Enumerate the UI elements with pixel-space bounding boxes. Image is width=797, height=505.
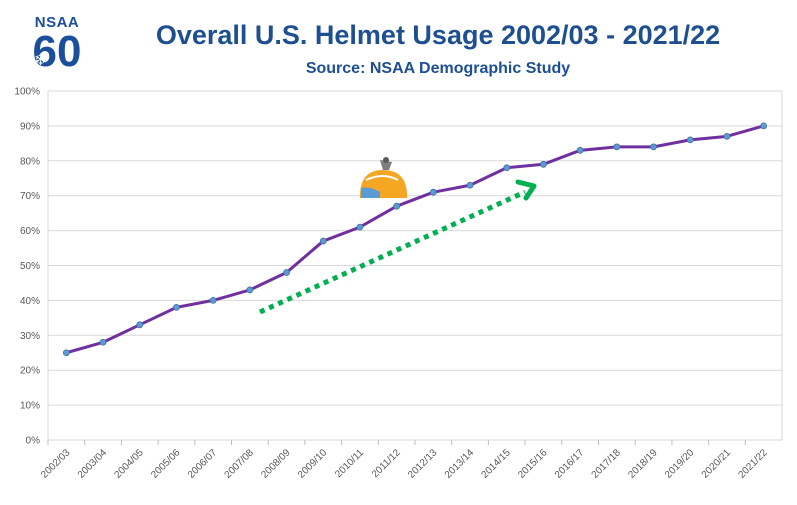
x-tick-label: 2011/12 — [370, 447, 403, 480]
data-point — [246, 286, 254, 294]
x-axis-ticks: 2002/03 2003/04 2004/05 2005/06 2006/07 2007/… — [39, 440, 770, 481]
y-tick-label: 90% — [20, 121, 40, 132]
series-line — [65, 124, 765, 355]
logo-number: 60 — [32, 27, 82, 76]
data-point — [319, 237, 327, 245]
data-point — [760, 122, 768, 130]
series-group — [62, 122, 768, 357]
data-point — [466, 181, 474, 189]
x-tick-label: 2009/10 — [296, 447, 330, 481]
data-point — [209, 296, 217, 304]
data-point — [686, 136, 694, 144]
x-tick-label: 2004/05 — [113, 447, 147, 481]
chart-title: Overall U.S. Helmet Usage 2002/03 - 2021… — [155, 20, 721, 50]
snowflake-icon: ❄ — [34, 52, 48, 69]
x-tick-label: 2017/18 — [590, 447, 624, 481]
x-tick-label: 2015/16 — [516, 447, 550, 481]
data-point — [723, 132, 731, 140]
x-tick-label: 2005/06 — [149, 447, 183, 481]
data-point — [429, 188, 437, 196]
x-tick-label: 2020/21 — [700, 447, 734, 481]
data-point — [99, 338, 107, 346]
data-point — [136, 321, 144, 329]
x-tick-label: 2002/03 — [39, 447, 73, 481]
y-tick-label: 80% — [20, 156, 40, 167]
y-tick-label: 40% — [20, 296, 40, 307]
x-tick-label: 2012/13 — [406, 447, 440, 481]
data-point — [540, 160, 547, 168]
x-tick-label: 2014/15 — [480, 447, 514, 481]
trend-arrow-shaft — [258, 189, 527, 315]
helmet-icon — [360, 157, 407, 198]
logo-text: NSAA — [34, 14, 80, 31]
helmet-stripe — [365, 175, 399, 181]
x-tick-label: 2006/07 — [186, 447, 220, 481]
data-point — [393, 202, 401, 210]
gridlines — [47, 90, 783, 441]
x-tick-label: 2013/14 — [443, 447, 477, 481]
data-point — [503, 164, 511, 172]
x-tick-label: 2019/20 — [663, 447, 697, 481]
y-axis-ticks: 0% 10% 20% 30% 40% 50% 60% 70% 80% 90% 100% — [14, 87, 40, 447]
data-point — [613, 143, 621, 151]
data-point — [650, 143, 657, 151]
y-tick-label: 0% — [26, 436, 41, 447]
chart-subtitle: Source: NSAA Demographic Study — [305, 60, 571, 77]
y-tick-label: 50% — [20, 261, 40, 272]
trend-arrow-head — [515, 179, 537, 201]
x-tick-label: 2021/22 — [736, 447, 770, 481]
y-tick-label: 60% — [20, 226, 40, 237]
annotations — [258, 157, 537, 315]
data-point — [283, 269, 290, 276]
x-tick-label: 2003/04 — [76, 447, 110, 481]
y-tick-label: 70% — [20, 191, 40, 202]
y-tick-label: 20% — [20, 366, 40, 377]
helmet-camera — [380, 160, 392, 170]
y-tick-label: 30% — [20, 331, 40, 342]
y-tick-label: 10% — [20, 401, 40, 412]
x-tick-label: 2008/09 — [259, 447, 293, 481]
data-point — [173, 303, 180, 311]
y-tick-label: 100% — [14, 87, 40, 98]
data-point — [576, 146, 584, 154]
data-point — [356, 223, 364, 231]
nsaa-60-logo: NSAA 60 ❄ — [22, 14, 92, 84]
x-tick-label: 2018/19 — [626, 447, 660, 481]
x-tick-label: 2016/17 — [553, 447, 587, 481]
x-tick-label: 2010/11 — [333, 447, 366, 480]
x-tick-label: 2007/08 — [223, 447, 257, 481]
helmet-visor — [361, 187, 380, 198]
data-point — [62, 349, 70, 357]
camera-lens — [383, 157, 389, 163]
